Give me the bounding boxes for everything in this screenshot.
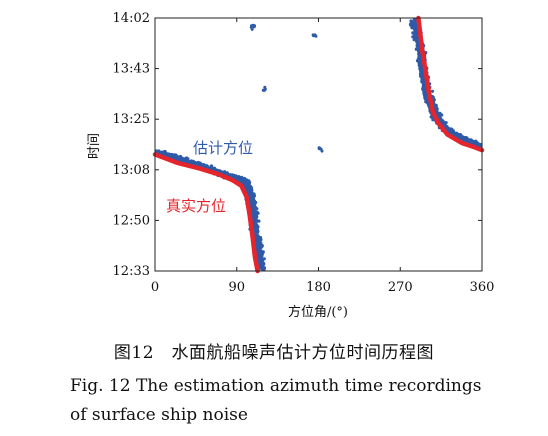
estimate-outlier-point bbox=[263, 85, 267, 89]
estimate-point bbox=[412, 38, 416, 42]
estimate-point bbox=[262, 262, 266, 266]
estimate-outlier-point bbox=[317, 147, 321, 151]
estimate-point bbox=[253, 205, 257, 209]
y-axis-label: 时间 bbox=[87, 133, 102, 159]
estimate-outlier-point bbox=[262, 88, 266, 92]
x-tick-label: 180 bbox=[306, 280, 331, 295]
tick-layer: 0 90 180 270 360 12:33 12:50 13:08 13:25 13:43 14:… bbox=[113, 11, 495, 295]
estimate-point bbox=[440, 113, 444, 117]
x-axis-label: 方位角/(°) bbox=[288, 304, 348, 320]
true-azimuth-line bbox=[152, 152, 260, 274]
estimate-point bbox=[256, 225, 260, 229]
estimate-point bbox=[430, 89, 435, 93]
y-tick-label: 13:08 bbox=[113, 163, 150, 178]
estimate-point bbox=[249, 191, 253, 195]
estimate-point bbox=[260, 267, 264, 271]
estimate-outlier-point bbox=[250, 27, 254, 31]
true-azimuth-line bbox=[416, 15, 485, 153]
caption-english-line-2: of surface ship noise bbox=[70, 405, 248, 425]
y-tick-label: 14:02 bbox=[113, 11, 150, 26]
y-tick-label: 13:25 bbox=[113, 112, 150, 127]
caption-chinese: 图12 水面航船噪声估计方位时间历程图 bbox=[113, 343, 435, 363]
line-layer bbox=[152, 15, 485, 274]
x-tick-label: 0 bbox=[151, 280, 159, 295]
estimate-outlier-point bbox=[251, 23, 255, 27]
estimate-point bbox=[259, 241, 263, 245]
estimate-point bbox=[431, 118, 435, 122]
y-tick-label: 12:50 bbox=[113, 213, 150, 228]
estimate-point bbox=[416, 57, 420, 61]
estimate-point bbox=[256, 244, 260, 248]
x-tick-label: 90 bbox=[228, 280, 245, 295]
estimate-point bbox=[257, 219, 261, 223]
y-tick-label: 13:43 bbox=[113, 62, 150, 77]
estimate-point bbox=[262, 266, 267, 270]
annotation-estimated-azimuth: 估计方位 bbox=[193, 139, 253, 157]
x-tick-label: 270 bbox=[388, 280, 413, 295]
caption-english-line-1: Fig. 12 The estimation azimuth time reco… bbox=[70, 376, 482, 396]
annotation-true-azimuth: 真实方位 bbox=[166, 197, 226, 215]
x-tick-label: 360 bbox=[470, 280, 495, 295]
estimate-outlier-point bbox=[312, 33, 316, 37]
estimate-point bbox=[416, 47, 420, 51]
y-tick-label: 12:33 bbox=[113, 264, 150, 279]
